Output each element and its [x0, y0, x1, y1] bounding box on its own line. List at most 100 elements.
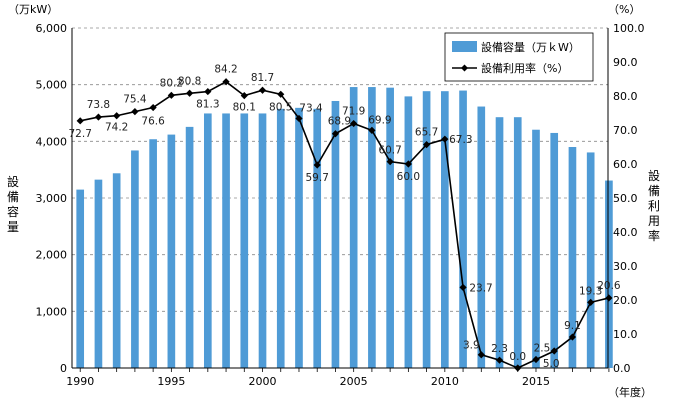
capacity-bar — [112, 173, 121, 368]
utilization-point — [550, 347, 558, 355]
x-tick-label: 2000 — [249, 375, 277, 388]
utilization-data-label: 0.0 — [509, 351, 526, 363]
right-axis-title: 設備利用率 — [648, 168, 660, 243]
utilization-data-label: 80.1 — [233, 102, 256, 114]
left-axis-title-char: 設 — [7, 174, 19, 189]
utilization-point — [459, 283, 467, 292]
right-tick-label: 50.0 — [613, 192, 638, 205]
utilization-point — [404, 160, 412, 168]
x-tick-label: 1990 — [66, 375, 94, 388]
utilization-data-label: 71.9 — [342, 106, 365, 118]
capacity-bar — [185, 126, 194, 368]
capacity-bar — [422, 91, 431, 368]
capacity-bar — [404, 96, 413, 368]
utilization-point — [277, 90, 285, 98]
legend-bar-label: 設備容量（万ｋW） — [481, 40, 580, 54]
capacity-bar — [532, 129, 540, 368]
utilization-point — [204, 87, 212, 96]
capacity-bar — [386, 87, 394, 369]
utilization-data-label: 59.7 — [306, 172, 329, 184]
utilization-data-label: 9.1 — [564, 320, 581, 332]
utilization-data-label: 81.7 — [251, 72, 274, 84]
utilization-data-label: 80.2 — [160, 77, 183, 89]
capacity-bar — [331, 100, 340, 368]
utilization-data-label: 72.7 — [69, 128, 92, 140]
utilization-point — [368, 126, 376, 134]
utilization-line-path — [80, 80, 610, 369]
utilization-data-label: 81.3 — [196, 99, 219, 111]
legend-line-marker — [461, 64, 468, 72]
left-axis-title-char: 備 — [7, 189, 19, 204]
utilization-data-label: 80.8 — [178, 75, 201, 87]
left-tick-label: 6,000 — [36, 22, 68, 35]
utilization-point — [94, 113, 103, 121]
data-labels: 72.7 73.8 74.2 75.4 76.6 80.280.8 81.3 84.2 80.1… — [69, 64, 621, 370]
capacity-bar — [459, 90, 467, 368]
utilization-point — [350, 119, 358, 128]
capacity-bar — [495, 117, 504, 369]
left-tick-label: 5,000 — [36, 79, 68, 92]
capacity-bars — [76, 87, 613, 369]
legend-bar-swatch — [452, 41, 477, 52]
utilization-point — [240, 92, 248, 100]
right-tick-label: 70.0 — [613, 124, 638, 137]
capacity-bar — [167, 134, 176, 368]
capacity-bar — [441, 91, 449, 368]
x-tick-label: 2005 — [340, 375, 368, 388]
utilization-data-label: 20.6 — [597, 280, 621, 292]
utilization-point — [313, 161, 321, 169]
right-axis-title-char: 利 — [648, 199, 660, 213]
utilization-data-label: 74.2 — [105, 122, 128, 134]
utilization-data-label: 84.2 — [214, 64, 237, 76]
x-tick-label: 2010 — [431, 375, 459, 388]
utilization-data-label: 2.3 — [491, 343, 508, 355]
right-axis-title-char: 用 — [648, 214, 660, 228]
utilization-data-label: 67.3 — [449, 134, 472, 146]
utilization-point — [185, 89, 194, 97]
utilization-point — [605, 294, 613, 302]
utilization-data-label: 76.6 — [141, 116, 165, 128]
utilization-point — [167, 91, 175, 99]
capacity-bar — [295, 107, 303, 369]
legend-line-label: 設備利用率（%） — [481, 61, 568, 75]
utilization-point — [477, 351, 485, 359]
utilization-point — [295, 114, 303, 123]
utilization-point — [258, 86, 267, 94]
capacity-bar — [276, 108, 285, 368]
left-axis-unit: （万kW） — [8, 3, 58, 16]
capacity-bar — [131, 150, 139, 368]
right-tick-label: 30.0 — [613, 260, 638, 273]
right-tick-label: 90.0 — [613, 56, 638, 69]
capacity-bar — [513, 117, 522, 369]
utilization-data-label: 73.8 — [87, 99, 110, 111]
utilization-data-label: 68.9 — [328, 116, 351, 128]
capacity-bar — [222, 113, 230, 368]
utilization-point — [495, 356, 504, 364]
right-tick-label: 40.0 — [613, 226, 638, 239]
utilization-data-label: 65.7 — [415, 127, 438, 139]
utilization-point — [149, 103, 157, 112]
left-tick-label: 3,000 — [36, 192, 68, 205]
left-tick-label: 1,000 — [36, 305, 68, 318]
right-axis-title-char: 設 — [648, 168, 660, 183]
utilization-line — [76, 78, 613, 372]
capacity-bar — [605, 180, 613, 368]
right-axis-title-char: 率 — [648, 228, 660, 243]
utilization-data-label: 3.9 — [463, 340, 480, 352]
utilization-point — [422, 141, 431, 149]
capacity-bar — [586, 152, 595, 368]
utilization-point — [76, 117, 84, 125]
axes: 0 1,000 2,000 3,000 4,000 5,000 6,000 0.0 10.0 20… — [36, 22, 645, 388]
x-tick-label: 1995 — [157, 375, 185, 388]
utilization-data-label: 19.3 — [579, 285, 602, 297]
utilization-point — [386, 158, 394, 166]
right-tick-label: 0.0 — [613, 362, 631, 375]
left-tick-label: 0 — [60, 362, 67, 375]
right-axis-unit: （%） — [608, 3, 640, 16]
capacity-bar — [568, 147, 577, 368]
left-tick-label: 2,000 — [36, 249, 68, 262]
utilization-data-label: 75.4 — [123, 94, 147, 106]
legend: 設備容量（万ｋW） 設備利用率（%） — [444, 32, 594, 82]
capacity-bar — [550, 132, 559, 368]
